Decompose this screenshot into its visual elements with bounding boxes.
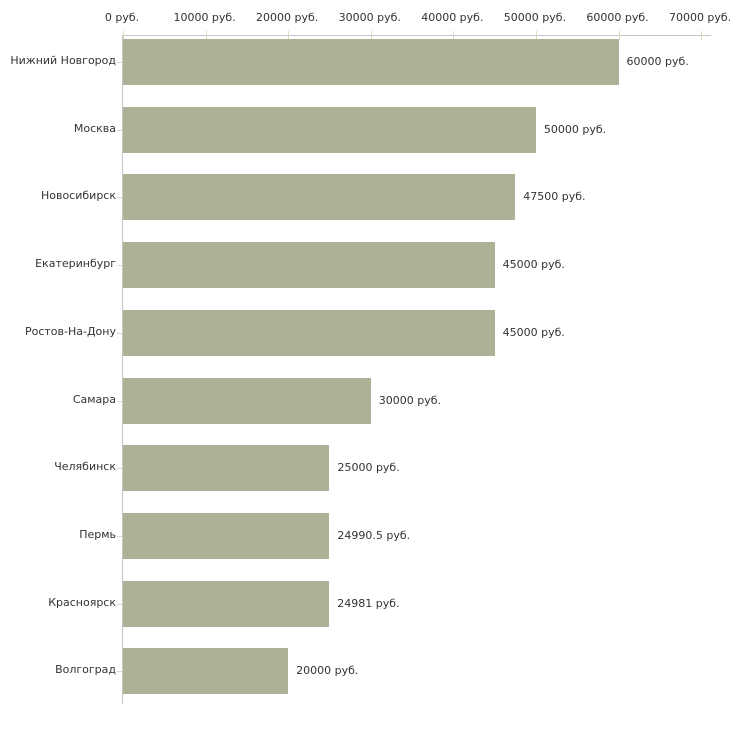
- bar-value-label: 20000 руб.: [296, 664, 359, 678]
- plot-area: 60000 руб. 50000 руб. 47500 руб. 45000 руб.…: [117, 31, 711, 704]
- category-label: Самара: [72, 392, 116, 406]
- y-axis-tick: [117, 332, 122, 334]
- y-axis-tick: [117, 468, 122, 470]
- category-label: Пермь: [79, 527, 116, 541]
- bar-row: 20000 руб.: [123, 648, 711, 695]
- category-label: Ростов-На-Дону: [24, 324, 116, 338]
- x-axis-tick: [535, 31, 537, 40]
- bar: [123, 512, 330, 559]
- bar-value-label: 45000 руб.: [502, 258, 565, 272]
- x-axis-label: 60000 руб.: [586, 11, 649, 24]
- bar-value-label: 45000 руб.: [502, 325, 565, 339]
- bar-value-label: 50000 руб.: [543, 122, 607, 136]
- category-label: Челябинск: [54, 460, 116, 474]
- x-axis-label: 10000 руб.: [173, 11, 236, 24]
- x-axis-label: 30000 руб.: [338, 11, 401, 24]
- x-axis-label: 40000 руб.: [421, 11, 484, 24]
- bar: [123, 445, 330, 492]
- category-label: Нижний Новгород: [10, 54, 116, 67]
- bar: [123, 242, 495, 289]
- bar: [123, 580, 330, 627]
- bar-value-label: 30000 руб.: [378, 393, 442, 407]
- x-axis-tick: [370, 31, 372, 40]
- x-axis-label: 0 руб.: [104, 11, 140, 24]
- bar: [123, 377, 371, 424]
- y-axis-tick: [117, 129, 122, 131]
- x-axis-tick: [205, 31, 207, 40]
- bar-value-label: 24981 руб.: [337, 596, 400, 610]
- x-axis-tick: [618, 31, 620, 40]
- category-label: Волгоград: [55, 663, 116, 677]
- y-axis-tick: [117, 535, 122, 537]
- bar: [123, 106, 536, 153]
- bar-value-label: 24990.5 руб.: [337, 528, 411, 542]
- x-axis-tick: [453, 31, 455, 40]
- bar-value-label: 25000 руб.: [337, 461, 400, 475]
- bar: [123, 648, 289, 695]
- bar-row: 24990.5 руб.: [123, 512, 711, 559]
- bar: [123, 309, 495, 356]
- category-label: Новосибирск: [40, 189, 116, 203]
- y-axis-tick: [117, 197, 122, 199]
- bar: [123, 39, 619, 85]
- category-label: Москва: [73, 121, 116, 135]
- bar-row: 30000 руб.: [123, 377, 711, 424]
- bar-row: 45000 руб.: [123, 242, 711, 289]
- bar-row: 24981 руб.: [123, 580, 711, 627]
- x-axis-label: 20000 руб.: [256, 11, 319, 24]
- bar-value-label: 60000 руб.: [626, 55, 689, 68]
- x-axis-label: 70000 руб.: [668, 11, 730, 24]
- bar-row: 50000 руб.: [123, 106, 711, 153]
- y-axis-tick: [117, 671, 122, 673]
- y-axis-tick: [117, 265, 122, 267]
- y-axis-tick: [117, 603, 122, 605]
- y-axis-tick: [117, 62, 122, 63]
- bar-row: 45000 руб.: [123, 309, 711, 356]
- category-label: Красноярск: [48, 595, 116, 609]
- bar-value-label: 47500 руб.: [523, 190, 586, 204]
- bar: [123, 174, 516, 221]
- x-axis-tick: [288, 31, 290, 40]
- bar-row: 47500 руб.: [123, 174, 711, 221]
- x-axis-tick: [701, 31, 703, 40]
- category-label: Екатеринбург: [35, 257, 116, 271]
- bar-row: 25000 руб.: [123, 445, 711, 492]
- x-axis-tick: [123, 31, 124, 40]
- bar-row: 60000 руб.: [123, 39, 711, 85]
- y-axis-tick: [117, 400, 122, 402]
- x-axis-label: 50000 руб.: [503, 11, 567, 24]
